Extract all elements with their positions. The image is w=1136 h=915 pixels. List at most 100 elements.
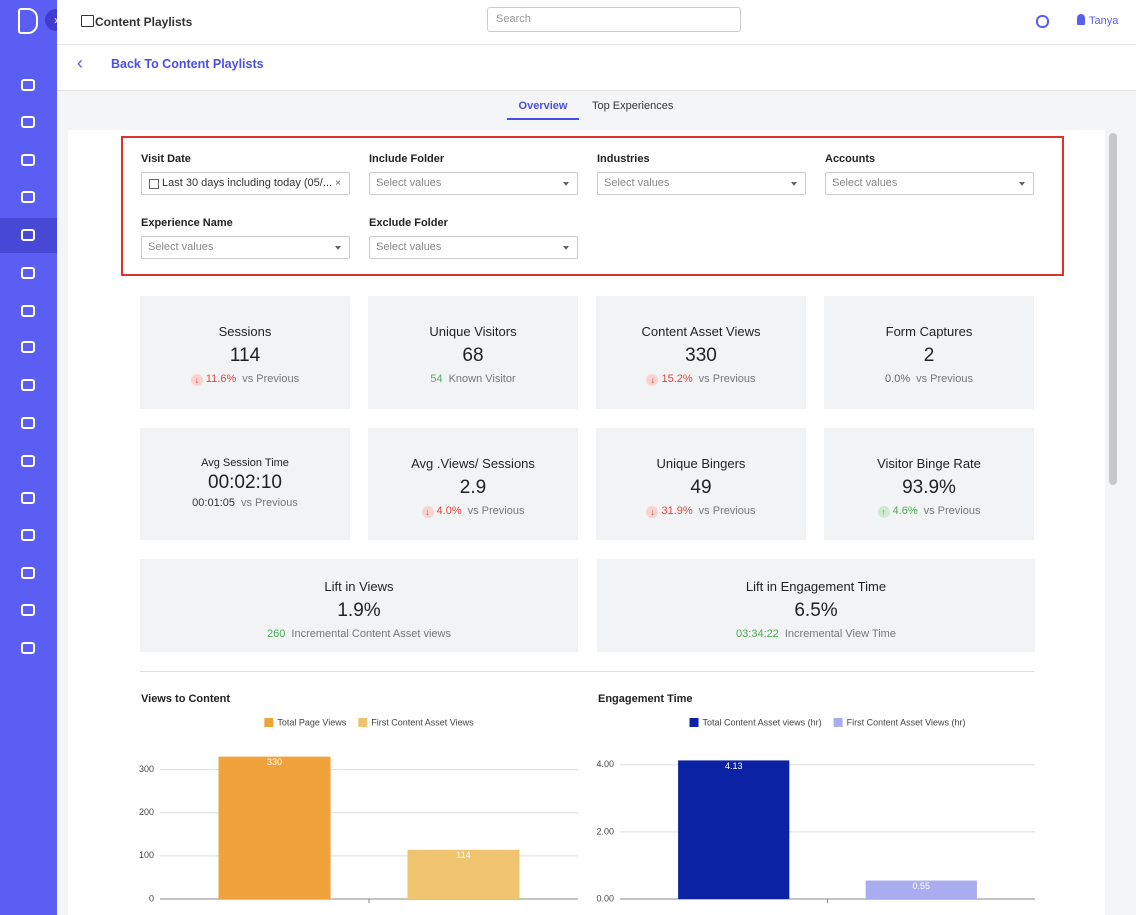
kpi-title: Avg Session Time — [201, 457, 289, 469]
kpi-sub: ↑ 4.6% vs Previous — [824, 505, 1034, 518]
chart-title: Views to Content — [141, 693, 230, 705]
kpi-title: Unique Bingers — [656, 456, 746, 471]
y-tick-label: 200 — [139, 807, 154, 817]
nav-icon[interactable] — [21, 492, 35, 504]
legend: Total Content Asset views (hr) First Cont… — [689, 717, 966, 727]
nav-icon[interactable] — [21, 642, 35, 654]
content-card: Visit Date Last 30 days including today (… — [68, 130, 1105, 915]
kpi-note: vs Previous — [698, 505, 756, 517]
kpi-card: Form Captures 2 0.0% vs Previous — [824, 296, 1034, 409]
y-tick-label: 100 — [139, 850, 154, 860]
kpi-content: Visitor Binge Rate 93.9% ↑ 4.6% vs Previous — [824, 428, 1034, 518]
dropdown-caret — [335, 246, 341, 250]
filter-select[interactable]: Select values — [369, 172, 578, 195]
filter-label: Accounts — [825, 153, 876, 165]
kpi-sub: ↓ 4.0% vs Previous — [368, 505, 578, 518]
tab[interactable]: Overview — [507, 100, 579, 120]
trend-arrow: ↓ — [646, 374, 659, 386]
kpi-delta: 4.0% — [436, 505, 462, 517]
kpi-card: Unique Bingers 49 ↓ 31.9% vs Previous — [596, 428, 806, 540]
kpi-value: 49 — [690, 477, 712, 498]
active-item — [0, 218, 57, 253]
nav-icon[interactable] — [21, 116, 35, 128]
value-label: 0.55 — [913, 881, 931, 891]
kpi-sub: 260 Incremental Content Asset views — [140, 628, 578, 640]
filter-select[interactable]: Select values — [141, 236, 350, 259]
kpi-note: vs Previous — [923, 505, 981, 517]
kpi-sub: 54 Known Visitor — [368, 373, 578, 385]
nav-icon[interactable] — [21, 529, 35, 541]
kpi-note: vs Previous — [698, 373, 756, 385]
page-title: Content Playlists — [95, 15, 193, 29]
legend-label: First Content Asset Views (hr) — [847, 717, 966, 727]
nav-icon[interactable] — [21, 267, 35, 279]
y-tick-label: 0 — [149, 893, 154, 903]
kpi-note: vs Previous — [242, 373, 300, 385]
kpi-sub: 03:34:22 Incremental View Time — [597, 628, 1035, 640]
kpi-card: Lift in Views 1.9% 260 Incremental Content … — [140, 559, 578, 652]
kpi-title: Lift in Views — [324, 579, 394, 594]
nav-icon[interactable] — [21, 79, 35, 91]
legend-label: Total Page Views — [277, 717, 346, 727]
filter-select[interactable]: Select values — [825, 172, 1034, 195]
kpi-delta: 31.9% — [661, 505, 693, 517]
nav-icon[interactable] — [21, 191, 35, 203]
dropdown-caret — [791, 182, 797, 186]
nav-icon[interactable] — [21, 341, 35, 353]
kpi-content: Avg Session Time 00:02:10 00:01:05 vs Previ… — [140, 428, 350, 509]
kpi-note: vs Previous — [467, 505, 525, 517]
legend-swatch — [833, 718, 843, 727]
y-tick-label: 2.00 — [596, 826, 614, 836]
nav-icon[interactable] — [21, 417, 35, 429]
filter-select[interactable]: Select values — [597, 172, 806, 195]
logo — [18, 8, 38, 34]
back-arrow[interactable]: ‹ — [77, 53, 83, 73]
kpi-note: vs Previous — [916, 373, 973, 385]
scrollbar[interactable] — [1109, 133, 1117, 485]
kpi-title: Visitor Binge Rate — [877, 456, 981, 471]
kpi-note: Known Visitor — [448, 373, 516, 385]
search-box[interactable]: Search — [487, 7, 741, 32]
nav-icon[interactable] — [21, 567, 35, 579]
filter-label: Visit Date — [141, 153, 191, 165]
kpi-card: Avg Session Time 00:02:10 00:01:05 vs Previ… — [140, 428, 350, 540]
legend-swatch — [264, 718, 274, 727]
kpi-card: Lift in Engagement Time 6.5% 03:34:22 Incre… — [597, 559, 1035, 652]
kpi-card: Content Asset Views 330 ↓ 15.2% vs Previous — [596, 296, 806, 409]
nav-icon[interactable] — [21, 379, 35, 391]
filter-label: Exclude Folder — [369, 217, 448, 229]
kpi-sub: ↓ 15.2% vs Previous — [596, 373, 806, 386]
kpi-content: Form Captures 2 0.0% vs Previous — [824, 296, 1034, 385]
dropdown-caret — [563, 246, 569, 250]
top-bar: Content Playlists Search Tanya — [57, 0, 1136, 45]
kpi-value: 114 — [229, 345, 261, 366]
kpi-card: Unique Visitors 68 54 Known Visitor — [368, 296, 578, 409]
tab[interactable]: Top Experiences — [592, 100, 674, 112]
kpi-delta: 54 — [430, 373, 443, 385]
kpi-sub: 00:01:05 vs Previous — [140, 497, 350, 509]
nav-icon[interactable] — [21, 154, 35, 166]
trend-arrow: ↓ — [646, 506, 659, 518]
nav-icon[interactable] — [21, 455, 35, 467]
filter-select[interactable]: Last 30 days including today (05/... × — [141, 172, 350, 195]
kpi-value: 6.5% — [794, 600, 838, 621]
user-icon[interactable] — [1077, 14, 1085, 25]
filter-placeholder: Select values — [376, 177, 442, 189]
settings-icon[interactable] — [1036, 15, 1049, 28]
value-label: 330 — [267, 757, 282, 767]
filter-label: Experience Name — [141, 217, 233, 229]
user-name[interactable]: Tanya — [1089, 15, 1119, 27]
kpi-value: 2 — [923, 345, 935, 366]
kpi-value: 93.9% — [902, 477, 956, 498]
kpi-content: Lift in Engagement Time 6.5% 03:34:22 Incre… — [597, 559, 1035, 640]
filter-value: Last 30 days including today (05/... — [162, 177, 332, 189]
back-link[interactable]: Back To Content Playlists — [111, 57, 264, 71]
kpi-delta: 11.6% — [205, 373, 237, 385]
nav-icon[interactable] — [21, 604, 35, 616]
trend-arrow: ↓ — [190, 374, 203, 386]
filter-select[interactable]: Select values — [369, 236, 578, 259]
kpi-value: 330 — [685, 345, 717, 366]
nav-icon[interactable] — [21, 305, 35, 317]
nav-icon[interactable] — [21, 229, 35, 241]
filter-placeholder: Select values — [148, 241, 214, 253]
